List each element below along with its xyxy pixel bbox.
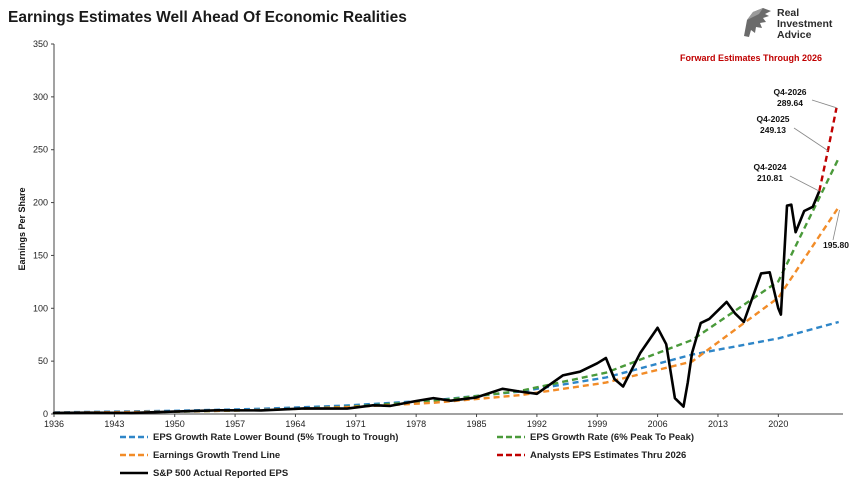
- x-tick-label: 2013: [708, 419, 728, 429]
- y-tick-label: 150: [33, 250, 48, 260]
- q4-2025-value: 249.13: [760, 125, 786, 135]
- q4-2026-value: 289.64: [777, 98, 803, 108]
- y-tick-label: 0: [43, 409, 48, 419]
- x-tick-label: 1957: [225, 419, 245, 429]
- y-tick-label: 200: [33, 198, 48, 208]
- x-tick-label: 2006: [648, 419, 668, 429]
- x-tick-label: 1978: [406, 419, 426, 429]
- logo-line-3: Advice: [777, 29, 812, 41]
- x-tick-label: 1936: [44, 419, 64, 429]
- y-tick-label: 300: [33, 92, 48, 102]
- series-line-4: [52, 189, 821, 415]
- legend-label-1: EPS Growth Rate (6% Peak To Peak): [530, 432, 694, 443]
- series-layer: [52, 107, 840, 415]
- q4-2025-label: Q4-2025: [756, 114, 789, 124]
- legend-label-4: S&P 500 Actual Reported EPS: [153, 468, 288, 479]
- logo-line-2: Investment: [777, 18, 833, 30]
- x-tick-label: 1992: [527, 419, 547, 429]
- x-tick-label: 1999: [587, 419, 607, 429]
- x-tick-label: 2020: [768, 419, 788, 429]
- q4-2026-label: Q4-2026: [773, 87, 806, 97]
- y-tick-label: 100: [33, 303, 48, 313]
- x-tick-label: 1950: [165, 419, 185, 429]
- real-investment-advice-logo: Real Investment Advice: [741, 4, 859, 44]
- q4-2026-leader: [811, 99, 837, 109]
- legend: EPS Growth Rate Lower Bound (5% Trough t…: [120, 432, 694, 479]
- q4-2025-leader: [793, 127, 829, 151]
- chart-axes: 0 50 100 150 200 250 300 350 1936 1943 1950 1957 196…: [17, 39, 843, 429]
- y-tick-label: 350: [33, 39, 48, 49]
- q4-2024-leader: [789, 175, 820, 192]
- x-tick-label: 1985: [467, 419, 487, 429]
- series-line-1: [53, 157, 840, 415]
- q4-2024-value: 210.81: [757, 173, 783, 183]
- legend-label-0: EPS Growth Rate Lower Bound (5% Trough t…: [153, 432, 398, 443]
- legend-label-3: Analysts EPS Estimates Thru 2026: [530, 450, 686, 461]
- legend-label-2: Earnings Growth Trend Line: [153, 450, 280, 461]
- x-tick-label: 1964: [285, 419, 305, 429]
- chart-title: Earnings Estimates Well Ahead Of Economi…: [8, 9, 407, 26]
- logo-line-1: Real: [777, 7, 800, 19]
- trend-end-leader: [832, 209, 840, 241]
- series-line-2: [53, 206, 840, 414]
- q4-2024-label: Q4-2024: [753, 162, 786, 172]
- x-tick-label: 1971: [346, 419, 366, 429]
- forward-estimates-label: Forward Estimates Through 2026: [680, 53, 822, 63]
- y-axis-label: Earnings Per Share: [17, 187, 27, 270]
- y-tick-label: 50: [38, 356, 48, 366]
- trend-end-value: 195.80: [823, 240, 849, 250]
- eagle-logo-icon: [744, 8, 771, 37]
- y-tick-label: 250: [33, 145, 48, 155]
- annotation-layer: Forward Estimates Through 2026 Q4-2026289…: [680, 53, 849, 250]
- x-tick-label: 1943: [104, 419, 124, 429]
